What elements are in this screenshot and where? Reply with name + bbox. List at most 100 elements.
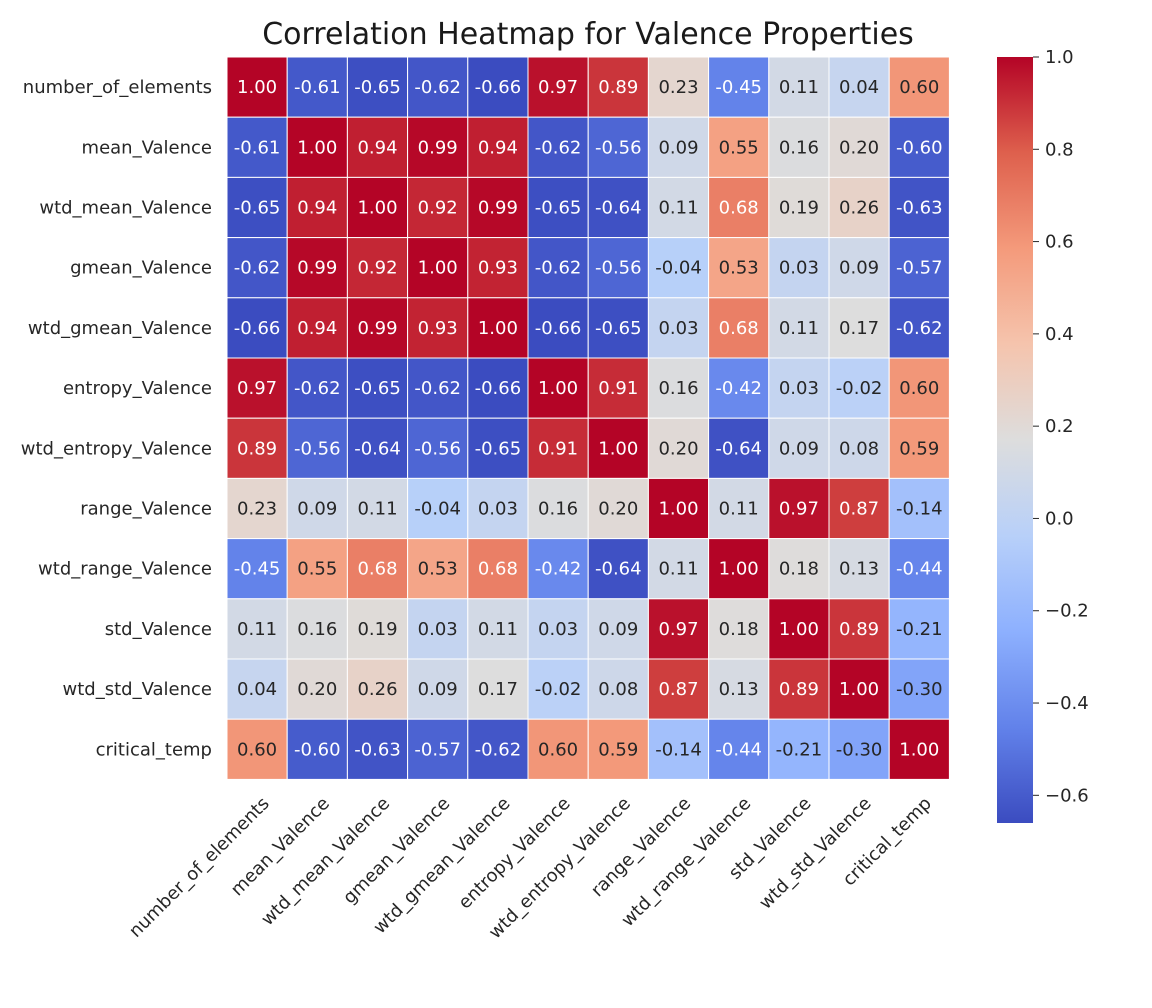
row-label: wtd_mean_Valence	[39, 198, 212, 219]
heatmap-cell	[828, 718, 890, 780]
heatmap-cell	[226, 417, 288, 479]
heatmap-cell	[828, 417, 890, 479]
cell-value-label: 0.11	[779, 318, 819, 339]
heatmap-cell	[286, 598, 348, 660]
cell-value-label: 0.68	[719, 318, 759, 339]
cell-value-label: 0.16	[658, 378, 698, 399]
heatmap-cell	[226, 658, 288, 720]
row-label: number_of_elements	[23, 77, 212, 98]
cell-value-label: 0.89	[237, 438, 277, 459]
cell-value-label: 0.93	[418, 318, 458, 339]
cell-value-label: 0.03	[779, 258, 819, 279]
heatmap-cell	[346, 477, 409, 540]
row-label: range_Valence	[80, 499, 212, 520]
heatmap-cell	[828, 116, 890, 178]
heatmap-cell	[527, 718, 589, 780]
cell-value-label: 0.99	[478, 198, 518, 219]
cell-value-label: 0.17	[839, 318, 879, 339]
cell-value-label: -0.56	[414, 438, 461, 459]
cell-value-label: 0.09	[839, 258, 879, 279]
cell-value-label: -0.62	[414, 378, 461, 399]
chart-title: Correlation Heatmap for Valence Properti…	[262, 17, 914, 52]
cell-value-label: 0.11	[357, 499, 397, 520]
cell-value-label: 0.08	[839, 438, 879, 459]
cell-value-label: -0.30	[836, 739, 883, 760]
cell-value-label: -0.65	[354, 378, 401, 399]
row-label: std_Valence	[105, 619, 212, 640]
heatmap-cell	[407, 658, 469, 720]
cell-value-label: 0.55	[719, 137, 759, 158]
cell-value-label: 0.09	[418, 679, 458, 700]
cell-value-label: 0.60	[538, 739, 578, 760]
cell-value-label: -0.64	[715, 438, 762, 459]
colorbar	[997, 57, 1033, 823]
heatmap-cell	[467, 718, 529, 780]
heatmap-cell	[708, 116, 770, 178]
cell-value-label: 0.03	[538, 619, 578, 640]
heatmap-cell	[527, 116, 589, 178]
cell-value-label: -0.61	[294, 77, 341, 98]
cell-value-label: 0.20	[658, 438, 698, 459]
heatmap-cell	[768, 116, 830, 178]
cell-value-label: -0.14	[655, 739, 702, 760]
heatmap-cell	[407, 477, 469, 540]
heatmap-cell	[768, 598, 830, 660]
heatmap-cell	[407, 116, 469, 178]
colorbar-tick-label: 1.0	[1045, 47, 1074, 68]
cell-value-label: 0.92	[418, 198, 458, 219]
colorbar-ticks: 1.0 0.8 0.6 0.4 0.2 0.0 −0.2 −0.4 −0.6	[1033, 47, 1089, 806]
heatmap-cell	[527, 237, 589, 299]
heatmap-cell	[888, 357, 950, 419]
cell-value-label: -0.66	[475, 378, 522, 399]
heatmap-cell	[587, 538, 649, 600]
heatmap-cell	[527, 538, 589, 600]
heatmap-cell	[587, 598, 649, 660]
heatmap-cell	[768, 56, 830, 118]
cell-value-label: 0.23	[658, 77, 698, 98]
colorbar-tick-label: −0.6	[1045, 785, 1089, 806]
cell-value-label: 0.94	[297, 198, 337, 219]
heatmap-cell	[587, 658, 649, 720]
heatmap-cell	[226, 538, 288, 600]
cell-value-label: 0.89	[779, 679, 819, 700]
heatmap-cell	[768, 237, 830, 299]
cell-value-label: -0.65	[595, 318, 642, 339]
heatmap-cell	[286, 417, 348, 479]
heatmap-cell	[346, 237, 409, 299]
cell-value-label: 0.11	[658, 198, 698, 219]
heatmap-cell	[888, 477, 950, 540]
cell-value-label: -0.57	[414, 739, 461, 760]
cell-value-label: 0.26	[839, 198, 879, 219]
heatmap-cell	[346, 56, 409, 118]
heatmap-cell	[708, 417, 770, 479]
colorbar-tick-label: −0.4	[1045, 693, 1089, 714]
cell-value-label: 0.94	[357, 137, 397, 158]
cell-value-label: -0.57	[896, 258, 943, 279]
heatmap-cell	[407, 176, 469, 239]
row-labels: number_of_elements mean_Valence wtd_mean_V…	[21, 77, 212, 760]
heatmap-cell	[647, 538, 710, 600]
cell-value-label: -0.44	[715, 739, 762, 760]
cell-value-label: -0.42	[715, 378, 762, 399]
heatmap-cell	[647, 56, 710, 118]
cell-value-label: 0.55	[297, 559, 337, 580]
cell-value-label: -0.66	[234, 318, 281, 339]
cell-value-label: -0.04	[655, 258, 702, 279]
heatmap-cell	[828, 477, 890, 540]
cell-value-label: 1.00	[598, 438, 638, 459]
cell-value-label: 0.68	[478, 559, 518, 580]
colorbar-tick-label: 0.6	[1045, 232, 1074, 253]
colorbar-tick-label: −0.2	[1045, 601, 1089, 622]
row-label: wtd_std_Valence	[63, 679, 212, 700]
heatmap-cell	[647, 357, 710, 419]
cell-value-label: 0.53	[719, 258, 759, 279]
heatmap-cell	[407, 357, 469, 419]
heatmap-cell	[286, 297, 348, 359]
row-label: entropy_Valence	[63, 378, 212, 399]
heatmap-cell	[467, 477, 529, 540]
heatmap-cell	[226, 176, 288, 239]
cell-value-label: 0.94	[478, 137, 518, 158]
cell-value-label: 0.18	[719, 619, 759, 640]
cell-value-label: -0.65	[234, 198, 281, 219]
